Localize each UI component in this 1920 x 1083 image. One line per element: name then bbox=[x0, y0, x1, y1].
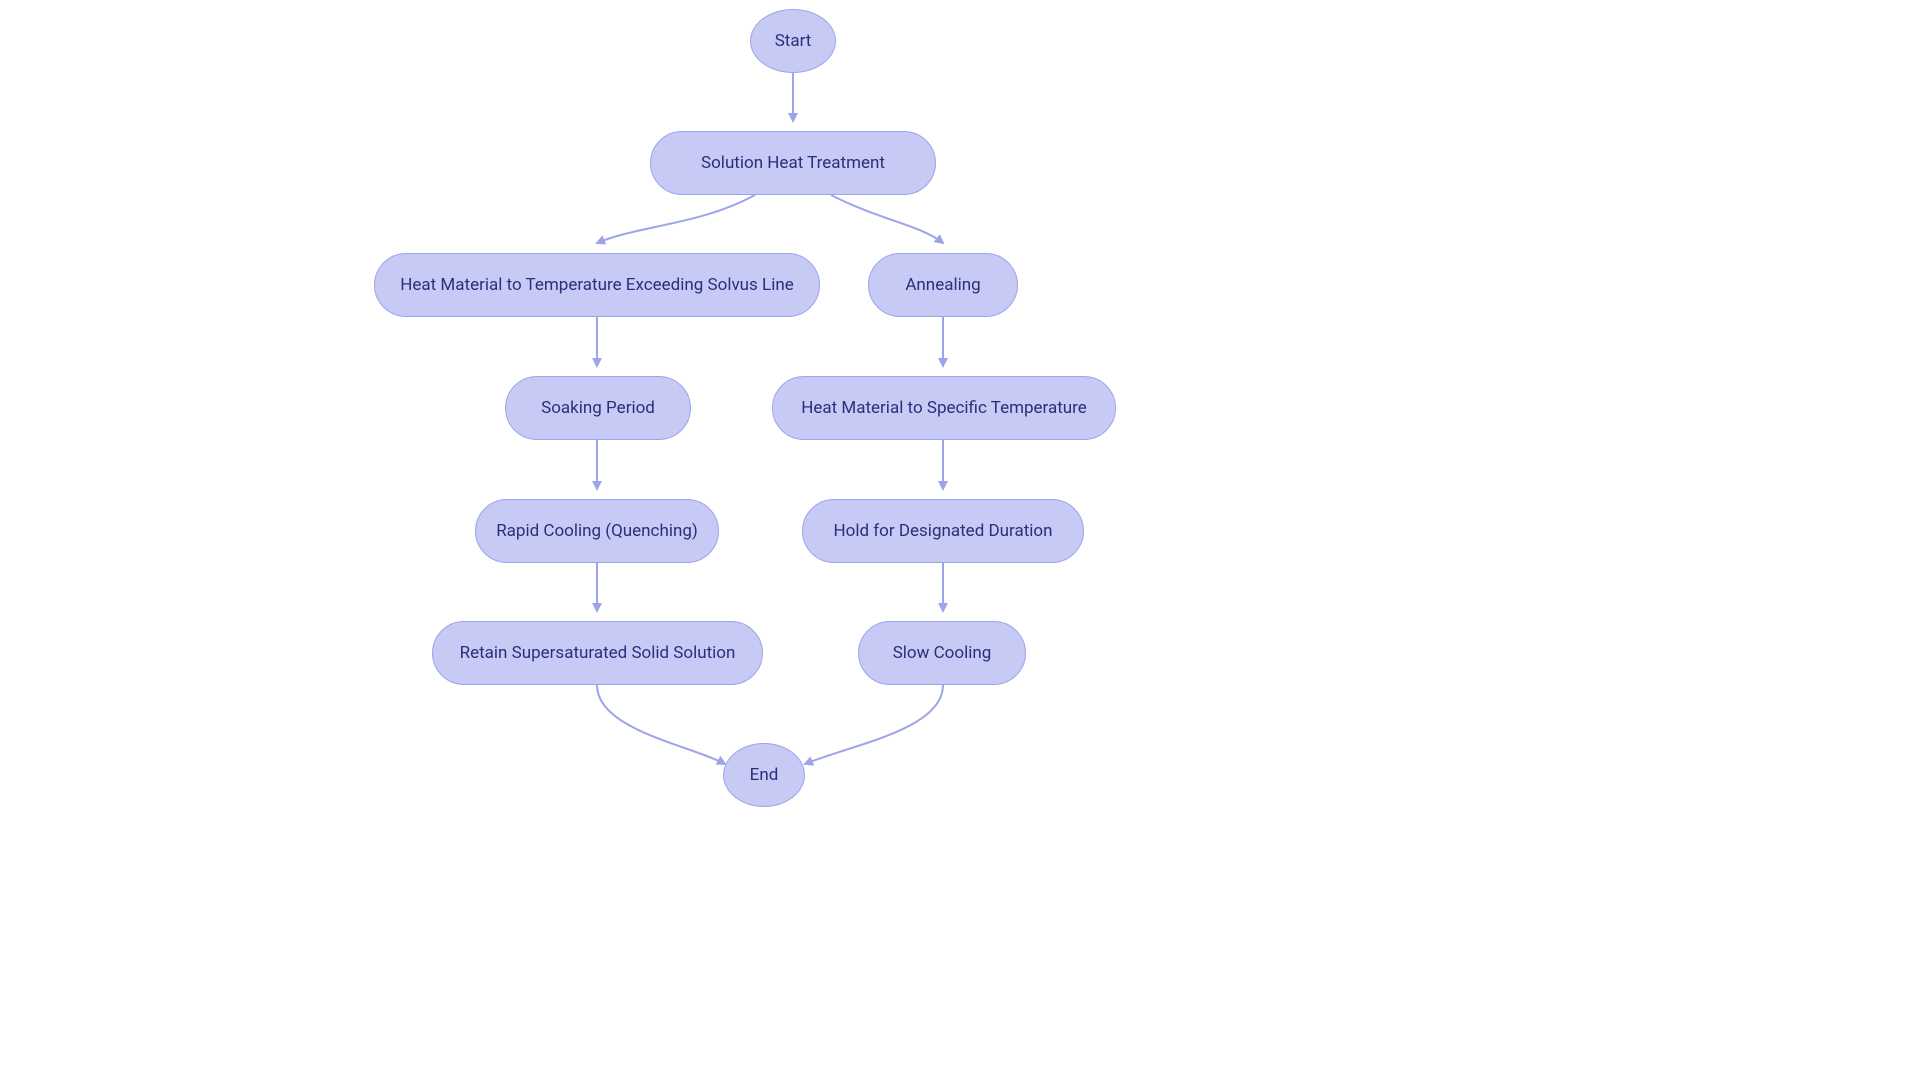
node-retain: Retain Supersaturated Solid Solution bbox=[432, 621, 763, 685]
edge-sht-annealing bbox=[831, 195, 943, 243]
edge-sht-heat_solvus bbox=[597, 195, 755, 243]
node-annealing: Annealing bbox=[868, 253, 1018, 317]
node-start: Start bbox=[750, 9, 836, 73]
flowchart-canvas: Start Solution Heat Treatment Heat Materia… bbox=[0, 0, 1920, 1083]
edge-slowcool-end bbox=[805, 685, 943, 764]
node-heat_solvus: Heat Material to Temperature Exceeding S… bbox=[374, 253, 820, 317]
node-slowcool: Slow Cooling bbox=[858, 621, 1026, 685]
node-sht: Solution Heat Treatment bbox=[650, 131, 936, 195]
node-end: End bbox=[723, 743, 805, 807]
node-quench: Rapid Cooling (Quenching) bbox=[475, 499, 719, 563]
edge-retain-end bbox=[597, 685, 725, 764]
node-soaking: Soaking Period bbox=[505, 376, 691, 440]
node-hold: Hold for Designated Duration bbox=[802, 499, 1084, 563]
node-heat_spec: Heat Material to Specific Temperature bbox=[772, 376, 1116, 440]
